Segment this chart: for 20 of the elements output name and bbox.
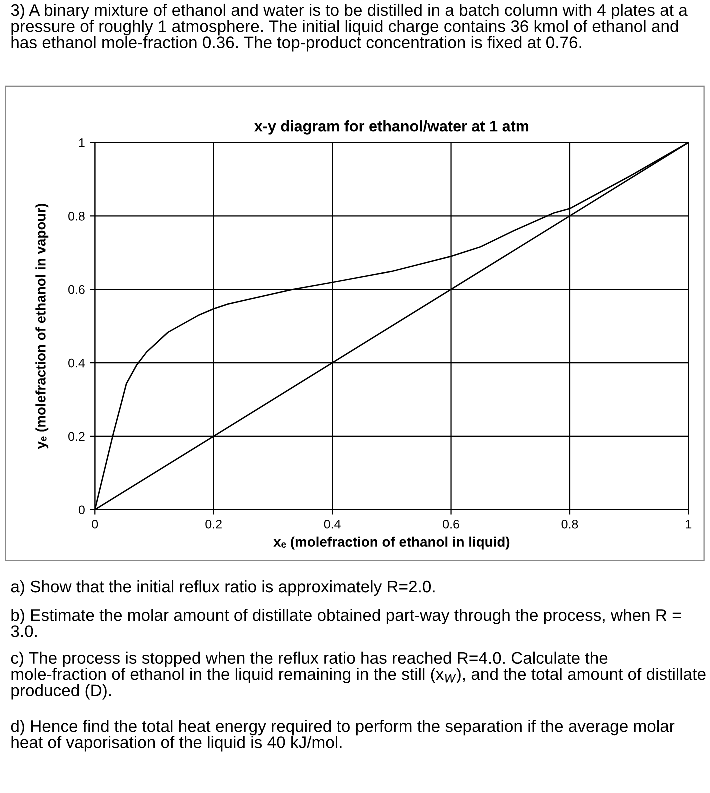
y-axis-title: yₑ (molefraction of ethanol in vapour) xyxy=(36,204,49,450)
y-tick-label: 0.4 xyxy=(68,358,86,368)
text: c) The process is stopped when the reflux ratio has reached R=4.0. Calculate the mole-fraction of ethanol in the liquid remaining in the still (x$_{W}$), and the total amount of distillate produced (D). xyxy=(11,652,706,700)
y-tick-label: 0 xyxy=(78,506,85,515)
y-tick-label: 0.6 xyxy=(68,285,85,294)
x-tick-label: 0 xyxy=(92,520,98,529)
x-tick-label: 1 xyxy=(686,520,692,529)
text: a) Show that the initial reflux ratio is approximately R=2.0. xyxy=(11,580,435,596)
x-tick-label: 0.6 xyxy=(443,520,460,529)
y-tick-label: 1 xyxy=(79,138,85,148)
text: b) Estimate the molar amount of distillate obtained part-way through the process, when R = 3.0. xyxy=(11,609,682,638)
y-tick-label: 0.8 xyxy=(68,212,85,221)
x-tick-label: 0.4 xyxy=(324,520,341,529)
x-tick-label: 0.2 xyxy=(206,520,222,529)
x-axis-title: xₑ (molefraction of ethanol in liquid) xyxy=(274,536,510,550)
chart-title: x-y diagram for ethanol/water at 1 atm xyxy=(254,120,529,135)
text: d) Hence find the total heat energy required to perform the separation if the average molar heat of vaporisation of the liquid is 40 kJ/mol. xyxy=(11,720,675,752)
text: 3) A binary mixture of ethanol and water is to be distilled in a batch column with 4 plates at a pressure of roughly 1 atmosphere. The initial liquid charge contains 36 kmol of ethanol and has ethanol mole-fraction 0.36. The top-product concentration is fixed at 0.76. xyxy=(11,4,688,52)
x-tick-label: 0.8 xyxy=(562,520,578,529)
y-tick-label: 0.2 xyxy=(68,432,85,442)
